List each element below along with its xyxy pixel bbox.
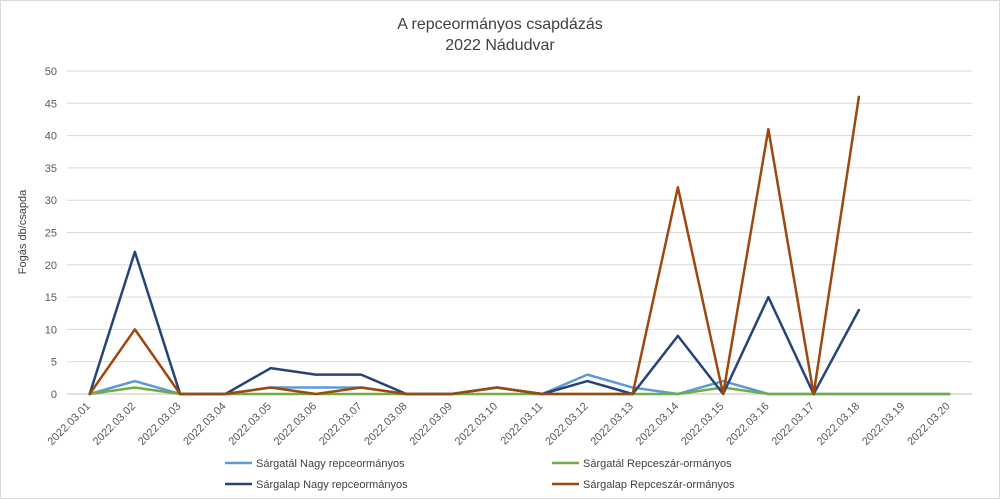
y-tick-label: 50 bbox=[45, 66, 57, 78]
legend-label: Sárgatál Nagy repceormányos bbox=[256, 458, 405, 470]
chart-title: A repceormányos csapdázás bbox=[397, 16, 602, 33]
x-tick-label: 2022.03.10 bbox=[453, 400, 500, 447]
x-tick-label: 2022.03.15 bbox=[679, 400, 726, 447]
x-tick-label: 2022.03.12 bbox=[543, 400, 590, 447]
y-tick-label: 35 bbox=[45, 163, 57, 175]
x-axis-ticks: 2022.03.012022.03.022022.03.032022.03.04… bbox=[45, 400, 952, 447]
series-line-4 bbox=[88, 95, 861, 396]
x-tick-label: 2022.03.08 bbox=[362, 400, 409, 447]
x-tick-label: 2022.03.09 bbox=[407, 400, 454, 447]
x-tick-label: 2022.03.04 bbox=[181, 400, 228, 447]
series-lines bbox=[88, 95, 951, 396]
x-tick-label: 2022.03.01 bbox=[45, 400, 92, 447]
legend-label: Sárgatál Repceszár-ormányos bbox=[583, 458, 732, 470]
chart-subtitle: 2022 Nádudvar bbox=[445, 37, 555, 54]
legend-label: Sárgalap Repceszár-ormányos bbox=[583, 479, 735, 491]
x-tick-label: 2022.03.03 bbox=[136, 400, 183, 447]
y-tick-label: 15 bbox=[45, 292, 57, 304]
x-tick-label: 2022.03.16 bbox=[724, 400, 771, 447]
y-tick-label: 20 bbox=[45, 260, 57, 272]
x-tick-label: 2022.03.14 bbox=[634, 400, 681, 447]
x-tick-label: 2022.03.13 bbox=[588, 400, 635, 447]
x-tick-label: 2022.03.11 bbox=[499, 400, 546, 447]
y-tick-label: 5 bbox=[51, 357, 57, 369]
x-tick-label: 2022.03.20 bbox=[905, 400, 952, 447]
x-tick-label: 2022.03.07 bbox=[317, 400, 364, 447]
y-tick-label: 40 bbox=[45, 131, 57, 143]
y-axis-title: Fogás db/csapda bbox=[17, 189, 29, 274]
y-tick-label: 45 bbox=[45, 98, 57, 110]
x-tick-label: 2022.03.06 bbox=[272, 400, 319, 447]
x-tick-label: 2022.03.19 bbox=[860, 400, 907, 447]
x-tick-label: 2022.03.02 bbox=[91, 400, 138, 447]
x-tick-label: 2022.03.17 bbox=[769, 400, 816, 447]
legend: Sárgatál Nagy repceormányos Sárgatál Repc… bbox=[225, 458, 735, 491]
y-tick-label: 25 bbox=[45, 228, 57, 240]
y-tick-label: 30 bbox=[45, 195, 57, 207]
gridlines bbox=[67, 70, 972, 395]
y-tick-label: 0 bbox=[51, 389, 57, 401]
y-axis-ticks: 0 5 10 15 20 25 30 35 40 45 50 bbox=[45, 66, 57, 401]
y-tick-label: 10 bbox=[45, 324, 57, 336]
legend-label: Sárgalap Nagy repceormányos bbox=[256, 479, 408, 491]
x-tick-label: 2022.03.05 bbox=[226, 400, 273, 447]
x-tick-label: 2022.03.18 bbox=[815, 400, 862, 447]
